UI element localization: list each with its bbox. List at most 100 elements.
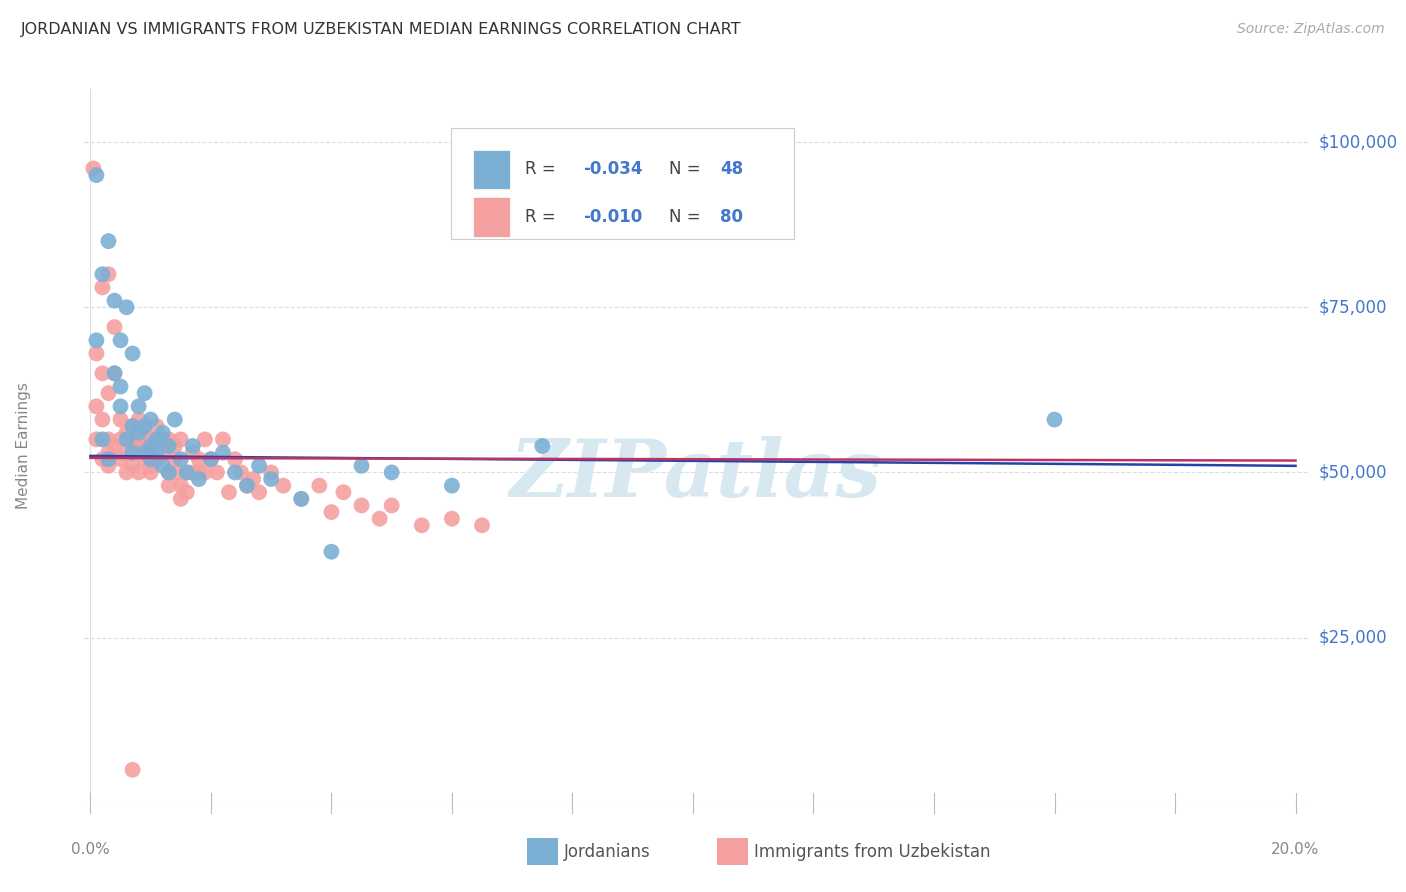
Point xyxy=(176,485,198,500)
Point xyxy=(97,433,120,447)
Point xyxy=(128,425,150,440)
Point xyxy=(121,763,143,777)
Point xyxy=(440,478,463,492)
Point xyxy=(121,419,143,434)
Point xyxy=(110,400,132,414)
Point xyxy=(224,466,246,480)
Text: ZIPatlas: ZIPatlas xyxy=(510,436,882,513)
Point xyxy=(115,433,138,447)
Point xyxy=(260,466,283,480)
Point xyxy=(91,267,114,281)
Point xyxy=(152,425,174,440)
Point xyxy=(97,234,120,248)
Point xyxy=(145,433,167,447)
Point xyxy=(531,439,554,453)
Point xyxy=(134,386,156,401)
Point xyxy=(350,458,373,473)
Point xyxy=(187,472,209,486)
Point xyxy=(121,458,143,473)
Point xyxy=(181,466,204,480)
Point xyxy=(139,412,162,426)
Text: 0.0%: 0.0% xyxy=(72,842,110,857)
Point xyxy=(218,485,240,500)
Point xyxy=(110,433,132,447)
Point xyxy=(290,491,312,506)
Point xyxy=(157,478,180,492)
Point xyxy=(128,412,150,426)
Point xyxy=(152,445,174,459)
Point xyxy=(205,466,228,480)
Point xyxy=(181,439,204,453)
Point xyxy=(128,400,150,414)
Point xyxy=(212,433,235,447)
Point xyxy=(308,478,330,492)
Bar xyxy=(474,150,510,189)
Point xyxy=(103,320,125,334)
Point xyxy=(139,439,162,453)
Point xyxy=(200,452,222,467)
Point xyxy=(321,505,343,519)
Point xyxy=(134,419,156,434)
Point xyxy=(440,511,463,525)
Point xyxy=(163,452,186,467)
Text: Immigrants from Uzbekistan: Immigrants from Uzbekistan xyxy=(754,843,990,861)
Point xyxy=(157,439,180,453)
Point xyxy=(97,386,120,401)
Point xyxy=(115,300,138,314)
Point xyxy=(110,452,132,467)
Point xyxy=(139,458,162,473)
Point xyxy=(170,478,193,492)
Point xyxy=(128,433,150,447)
Point xyxy=(139,433,162,447)
Point xyxy=(97,458,120,473)
Point xyxy=(1043,412,1066,426)
Text: R =: R = xyxy=(524,208,561,226)
Point xyxy=(97,452,120,467)
Point xyxy=(229,466,252,480)
Text: 20.0%: 20.0% xyxy=(1271,842,1320,857)
Point xyxy=(471,518,494,533)
Point xyxy=(134,452,156,467)
Point xyxy=(212,445,235,459)
Point xyxy=(236,478,259,492)
Point xyxy=(110,333,132,347)
Text: -0.034: -0.034 xyxy=(583,161,643,178)
Point xyxy=(157,433,180,447)
Point xyxy=(411,518,433,533)
Point xyxy=(121,346,143,360)
Point xyxy=(115,466,138,480)
Text: $25,000: $25,000 xyxy=(1319,629,1388,647)
Point xyxy=(134,419,156,434)
Point xyxy=(200,452,222,467)
Point xyxy=(145,445,167,459)
Point xyxy=(170,491,193,506)
Point xyxy=(145,452,167,467)
Point xyxy=(381,466,404,480)
Point xyxy=(163,439,186,453)
Point xyxy=(152,458,174,473)
Point xyxy=(247,485,270,500)
FancyBboxPatch shape xyxy=(451,128,794,239)
Point xyxy=(163,466,186,480)
Point xyxy=(115,445,138,459)
Point xyxy=(139,445,162,459)
Point xyxy=(86,333,108,347)
Point xyxy=(224,452,246,467)
Bar xyxy=(474,197,510,236)
Text: Source: ZipAtlas.com: Source: ZipAtlas.com xyxy=(1237,22,1385,37)
Point xyxy=(91,367,114,381)
Point xyxy=(157,466,180,480)
Text: Jordanians: Jordanians xyxy=(564,843,651,861)
Point xyxy=(110,379,132,393)
Point xyxy=(103,367,125,381)
Point xyxy=(121,439,143,453)
Text: $50,000: $50,000 xyxy=(1319,464,1388,482)
Text: $100,000: $100,000 xyxy=(1319,133,1398,151)
Text: Median Earnings: Median Earnings xyxy=(15,383,31,509)
Point xyxy=(290,491,312,506)
Point xyxy=(110,412,132,426)
Point xyxy=(332,485,354,500)
Point xyxy=(91,412,114,426)
Point xyxy=(242,472,264,486)
Point xyxy=(260,472,283,486)
